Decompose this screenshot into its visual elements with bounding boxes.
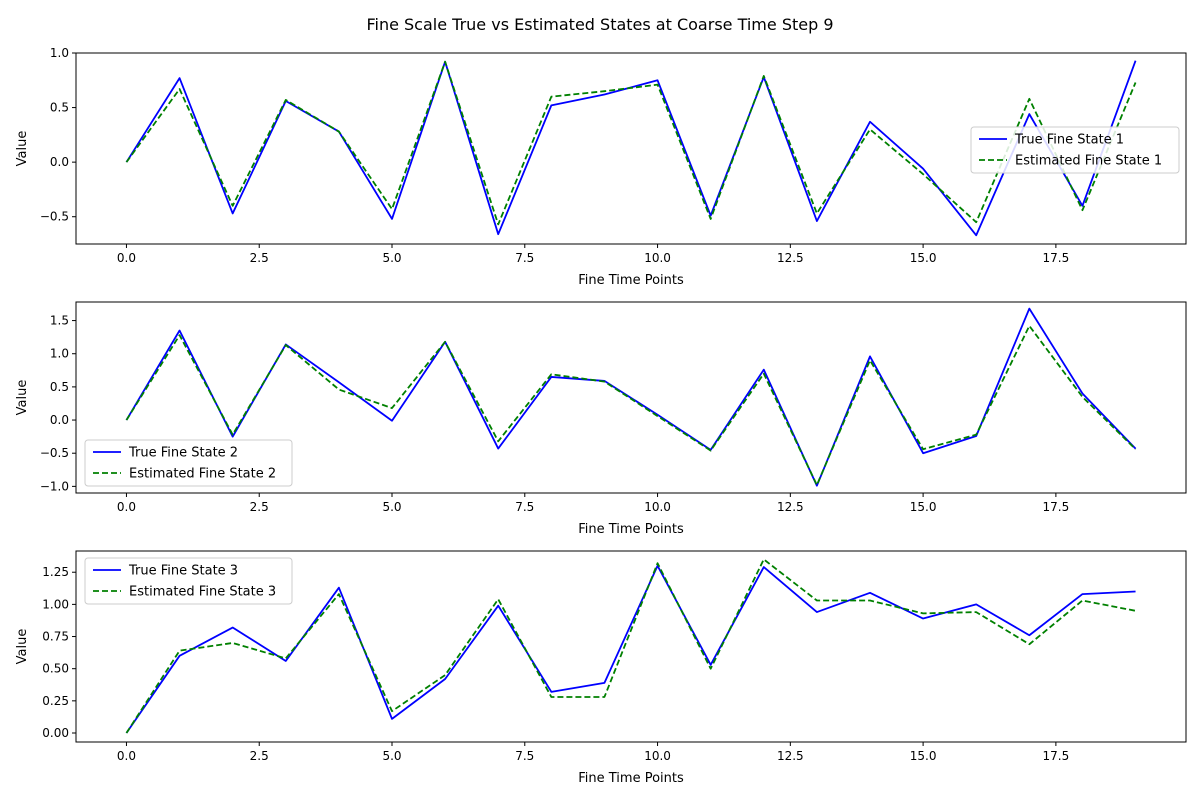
y-tick-label: −0.5 [40, 210, 69, 224]
x-tick-label: 7.5 [515, 749, 534, 763]
x-tick-label: 12.5 [777, 251, 804, 265]
x-tick-label: 15.0 [910, 749, 937, 763]
legend-label: True Fine State 3 [128, 564, 238, 579]
y-tick-label: 1.00 [42, 597, 69, 611]
y-tick-label: 0.5 [50, 380, 69, 394]
x-tick-label: 17.5 [1043, 749, 1070, 763]
subplot-1: 0.0 2.5 5.0 7.5 10.0 12.5 15.0 17.5 −0.5 0.0 0.5 1.… [15, 46, 1187, 288]
y-tick-label: −0.5 [40, 446, 69, 460]
x-axis-label: Fine Time Points [578, 522, 684, 537]
x-tick-label: 17.5 [1043, 251, 1070, 265]
y-tick-label: 0.0 [50, 155, 69, 169]
legend: True Fine State 3 Estimated Fine State 3 [84, 557, 293, 605]
plot-frame [75, 550, 1187, 743]
x-tick-label: 15.0 [910, 500, 937, 514]
subplots: 0.0 2.5 5.0 7.5 10.0 12.5 15.0 17.5 −0.5 0.0 0.5 1.… [15, 46, 1187, 786]
y-tick-label: 0.75 [42, 630, 69, 644]
y-tick-label: 1.0 [50, 46, 69, 60]
y-tick-label: −1.0 [40, 479, 69, 493]
x-tick-label: 17.5 [1043, 500, 1070, 514]
series-line-estimated-state-1 [125, 60, 1137, 226]
y-tick-label: 0.0 [50, 413, 69, 427]
y-tick-label: 0.25 [42, 694, 69, 708]
x-tick-label: 7.5 [515, 500, 534, 514]
x-tick-label: 10.0 [644, 500, 671, 514]
x-tick-label: 10.0 [644, 749, 671, 763]
legend-label: Estimated Fine State 3 [129, 585, 276, 600]
legend-box [970, 126, 1180, 174]
plot-frame [75, 52, 1187, 245]
x-tick-label: 2.5 [250, 500, 269, 514]
x-tick-label: 15.0 [910, 251, 937, 265]
legend-label: Estimated Fine State 2 [129, 467, 276, 482]
y-tick-label: 0.50 [42, 662, 69, 676]
x-tick-label: 0.0 [117, 251, 136, 265]
x-tick-label: 12.5 [777, 749, 804, 763]
x-tick-label: 5.0 [382, 749, 401, 763]
legend-label: Estimated Fine State 1 [1015, 154, 1162, 169]
x-tick-label: 12.5 [777, 500, 804, 514]
legend-box [84, 557, 293, 605]
subplot-2: 0.0 2.5 5.0 7.5 10.0 12.5 15.0 17.5 −1.0 −0.5 0.0 0… [15, 301, 1187, 537]
legend: True Fine State 1 Estimated Fine State 1 [970, 126, 1180, 174]
y-axis-label: Value [15, 131, 30, 167]
series-line-estimated-state-2 [125, 324, 1137, 486]
x-tick-label: 2.5 [250, 251, 269, 265]
x-tick-label: 5.0 [382, 251, 401, 265]
legend: True Fine State 2 Estimated Fine State 2 [84, 439, 293, 487]
figure-title: Fine Scale True vs Estimated States at C… [366, 15, 833, 34]
legend-box [84, 439, 293, 487]
y-tick-label: 1.0 [50, 347, 69, 361]
y-tick-label: 0.00 [42, 726, 69, 740]
legend-label: True Fine State 1 [1014, 133, 1124, 148]
y-tick-label: 0.5 [50, 101, 69, 115]
y-axis-label: Value [15, 380, 30, 416]
x-tick-label: 2.5 [250, 749, 269, 763]
x-tick-label: 10.0 [644, 251, 671, 265]
y-tick-label: 1.5 [50, 314, 69, 328]
x-tick-label: 5.0 [382, 500, 401, 514]
x-axis-label: Fine Time Points [578, 771, 684, 786]
plot-frame [75, 301, 1187, 494]
x-axis-label: Fine Time Points [578, 273, 684, 288]
legend-label: True Fine State 2 [128, 446, 238, 461]
x-tick-label: 0.0 [117, 749, 136, 763]
series-line-estimated-state-3 [125, 558, 1136, 734]
x-tick-label: 0.0 [117, 500, 136, 514]
subplot-3: 0.0 2.5 5.0 7.5 10.0 12.5 15.0 17.5 0.00 0.25 0.50… [15, 550, 1187, 786]
y-tick-label: 1.25 [42, 565, 69, 579]
y-axis-label: Value [15, 629, 30, 665]
x-tick-label: 7.5 [515, 251, 534, 265]
